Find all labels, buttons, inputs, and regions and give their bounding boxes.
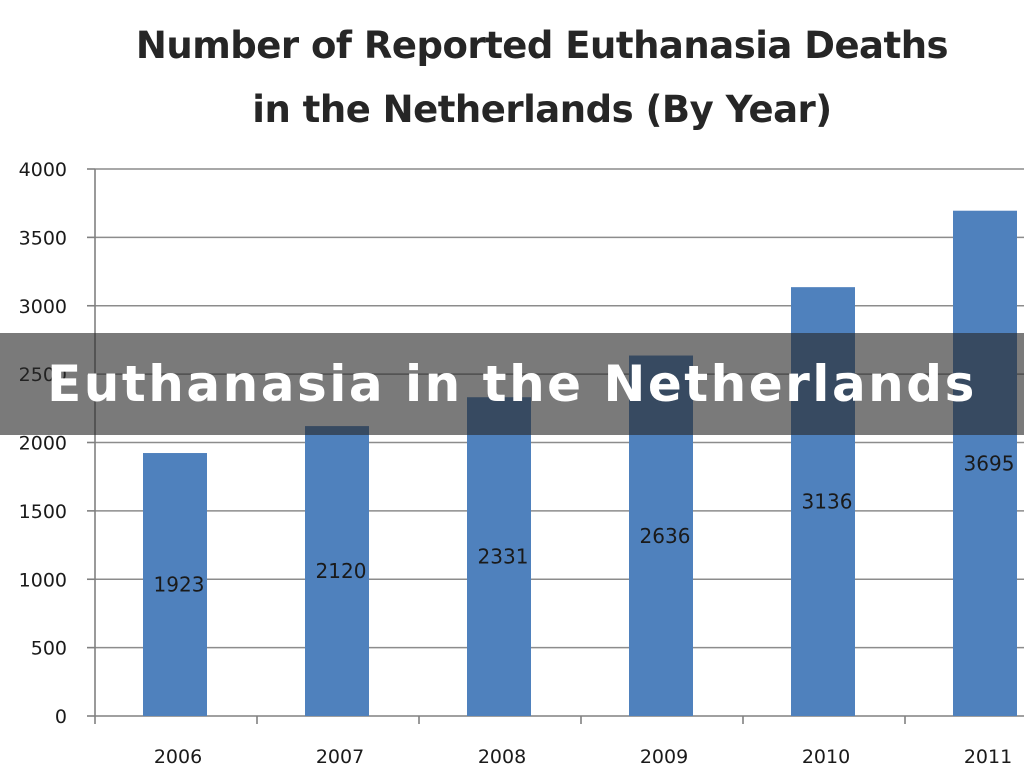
data-label-2006: 1923 <box>154 573 205 597</box>
data-label-2011: 3695 <box>964 451 1015 475</box>
x-tick-label-2011: 2011 <box>964 746 1012 768</box>
y-tick-label: 2000 <box>19 433 67 455</box>
x-tick-label-2010: 2010 <box>802 746 850 768</box>
y-tick-label: 1500 <box>19 501 67 523</box>
y-tick-label: 3500 <box>19 227 67 249</box>
bar-2008 <box>467 397 531 716</box>
x-tick-label-2007: 2007 <box>316 746 364 768</box>
data-label-2007: 2120 <box>316 559 367 583</box>
data-label-2009: 2636 <box>640 524 691 548</box>
bar-2011 <box>953 210 1017 717</box>
data-label-2010: 3136 <box>802 490 853 514</box>
chart-title-line-1: Number of Reported Euthanasia Deaths <box>135 24 949 67</box>
bar-2006 <box>143 453 207 716</box>
bar-2007 <box>305 426 369 716</box>
x-tick-label-2008: 2008 <box>478 746 526 768</box>
y-tick-label: 3000 <box>19 296 67 318</box>
y-tick-label: 4000 <box>19 159 67 181</box>
y-tick-label: 0 <box>55 706 67 728</box>
title-banner: Euthanasia in the Netherlands <box>0 333 1024 435</box>
x-tick-label-2009: 2009 <box>640 746 688 768</box>
x-tick-label-2006: 2006 <box>154 746 202 768</box>
banner-title: Euthanasia in the Netherlands <box>47 355 977 413</box>
y-tick-label: 1000 <box>19 569 67 591</box>
data-label-2008: 2331 <box>478 545 529 569</box>
chart-title: Number of Reported Euthanasia Deaths in … <box>0 14 1024 142</box>
chart-title-line-2: in the Netherlands (By Year) <box>252 88 832 131</box>
y-tick-label: 500 <box>31 638 67 660</box>
